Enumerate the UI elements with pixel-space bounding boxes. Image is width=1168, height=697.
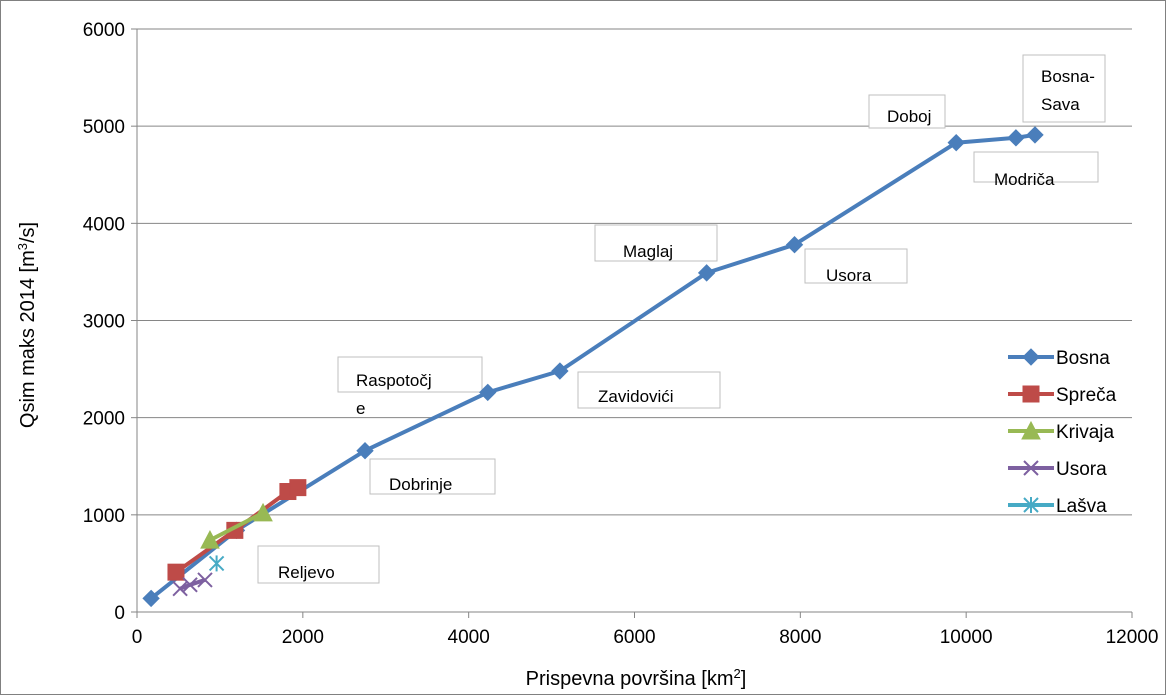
- data-point: [167, 563, 185, 581]
- data-series: [142, 126, 1044, 608]
- y-tick-labels: 0 1000 2000 3000 4000 5000 6000: [83, 20, 125, 624]
- annotation-box: [257, 545, 380, 584]
- series-bosna: [142, 126, 1044, 608]
- annotation-raspotocje: Raspotočj e: [337, 356, 483, 418]
- data-point: [172, 580, 188, 597]
- series-krivaja: [200, 502, 273, 549]
- data-point: [356, 441, 374, 460]
- x-tick-label: 8000: [779, 627, 821, 648]
- x-tick-label: 12000: [1106, 627, 1159, 648]
- data-point: [142, 589, 160, 608]
- legend-marker: [1023, 497, 1039, 513]
- y-tick-label: 5000: [83, 117, 125, 138]
- legend: Bosna Spreča Krivaja Usora Lašva: [1008, 348, 1117, 517]
- annotation-box: [1022, 54, 1106, 123]
- x-tick-label: 4000: [448, 627, 490, 648]
- annotation-reljevo: Reljevo: [257, 545, 380, 584]
- legend-entry-bosna: Bosna: [1008, 348, 1110, 369]
- x-axis-title: Prispevna površina [km2]: [526, 666, 747, 691]
- y-tick-label: 1000: [83, 506, 125, 527]
- annotation-text: Usora: [826, 266, 872, 285]
- annotation-text: Modriča: [994, 170, 1055, 189]
- y-axis-title: Qsim maks 2014 [m3/s]: [15, 222, 40, 428]
- y-tick-label: 4000: [83, 214, 125, 235]
- y-tick-label: 3000: [83, 312, 125, 333]
- data-point: [197, 572, 213, 588]
- annotation-box: [337, 356, 483, 393]
- annotation-doboj: Doboj: [868, 94, 946, 129]
- legend-marker: [1022, 385, 1040, 403]
- series-lasva: [208, 555, 225, 572]
- data-point: [551, 362, 569, 380]
- x-tick-label: 10000: [940, 627, 993, 648]
- annotation-text: Bosna-: [1041, 67, 1095, 86]
- series-spreca: [167, 479, 307, 581]
- series-line: [149, 132, 1036, 600]
- series-usora: [172, 572, 213, 597]
- legend-label: Lašva: [1056, 496, 1107, 517]
- data-point: [1026, 126, 1044, 144]
- data-point: [1007, 129, 1025, 147]
- annotation-box: [594, 224, 718, 262]
- legend-marker: [1022, 348, 1040, 366]
- data-point: [208, 555, 225, 572]
- annotation-bosna-sava: Bosna- Sava: [1022, 54, 1106, 123]
- axes: [131, 28, 1133, 618]
- legend-entry-usora: Usora: [1008, 459, 1107, 480]
- legend-label: Bosna: [1056, 348, 1110, 369]
- legend-entry-krivaja: Krivaja: [1008, 420, 1115, 443]
- legend-label: Krivaja: [1056, 422, 1115, 443]
- annotation-box: [577, 371, 721, 409]
- data-point: [200, 530, 220, 549]
- annotation-text: Raspotočj: [356, 371, 432, 390]
- annotation-text: Zavidovići: [598, 387, 674, 406]
- data-point: [289, 479, 307, 497]
- data-point: [479, 383, 497, 402]
- x-tick-label: 2000: [282, 627, 324, 648]
- annotation-maglaj: Maglaj: [594, 224, 718, 262]
- annotation-box: [973, 151, 1099, 183]
- legend-entry-lasva: Lašva: [1008, 496, 1107, 517]
- series-line: [209, 511, 264, 542]
- x-tick-labels: 0 2000 4000 6000 8000 10000 12000: [132, 627, 1159, 648]
- annotation-text: Reljevo: [278, 563, 335, 582]
- y-tick-label: 2000: [83, 409, 125, 430]
- annotation-text: Doboj: [887, 107, 931, 126]
- annotation-text: e: [356, 399, 365, 418]
- data-point: [182, 577, 198, 593]
- data-point: [697, 264, 716, 282]
- annotation-zavidovici: Zavidovići: [577, 371, 721, 409]
- data-point: [947, 133, 965, 152]
- x-tick-label: 0: [132, 627, 143, 648]
- legend-label: Usora: [1056, 459, 1107, 480]
- legend-entry-spreca: Spreča: [1008, 385, 1117, 406]
- annotation-dobrinje: Dobrinje: [369, 458, 496, 495]
- x-tick-label: 6000: [613, 627, 655, 648]
- annotation-usora: Usora: [804, 248, 908, 285]
- y-tick-label: 6000: [83, 20, 125, 41]
- annotations: Bosna- Sava Doboj Modriča Maglaj Usora Raspoto…: [257, 54, 1106, 584]
- annotation-text: Dobrinje: [389, 475, 452, 494]
- y-tick-label: 0: [114, 603, 125, 624]
- annotation-box: [804, 248, 908, 284]
- legend-marker: [1023, 460, 1039, 476]
- annotation-text: Sava: [1041, 95, 1080, 114]
- data-point: [253, 502, 273, 522]
- annotation-modrica: Modriča: [973, 151, 1099, 189]
- annotation-box: [868, 94, 946, 129]
- annotation-text: Maglaj: [623, 242, 673, 261]
- gridlines: [137, 28, 1132, 516]
- legend-marker: [1021, 420, 1041, 440]
- data-point: [785, 236, 804, 254]
- annotation-box: [369, 458, 496, 495]
- legend-label: Spreča: [1056, 385, 1117, 406]
